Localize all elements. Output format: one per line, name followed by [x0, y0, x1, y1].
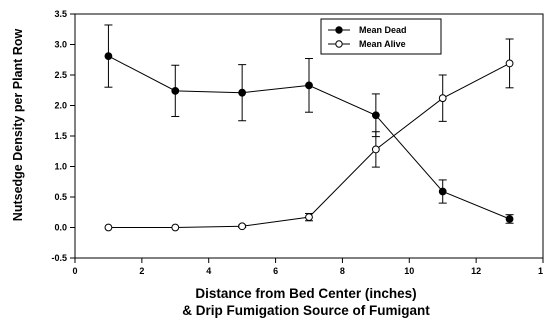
y-tick-label: -0.5: [51, 253, 67, 263]
y-tick-label: 0.0: [54, 223, 67, 233]
y-tick-label: 2.0: [54, 101, 67, 111]
data-point-dead: [371, 111, 380, 120]
data-point-alive: [104, 223, 113, 232]
data-point-alive: [305, 213, 313, 222]
data-point-dead: [305, 81, 313, 90]
x-tick-label: 6: [273, 266, 278, 276]
x-tick-label: 4: [206, 266, 211, 276]
data-point-dead: [171, 86, 180, 95]
data-point-alive: [371, 145, 380, 154]
legend-alive-marker: [335, 40, 343, 48]
y-axis-title: Nutsedge Density per Plant Row: [11, 29, 25, 222]
data-point-dead: [104, 52, 113, 60]
data-point-dead: [438, 187, 447, 196]
x-tick-label: 2: [139, 266, 144, 276]
legend-box: [320, 18, 442, 55]
y-tick-label: 1.5: [54, 131, 67, 141]
data-point-alive: [505, 59, 514, 68]
legend: Mean Dead Mean Alive: [320, 18, 442, 55]
series-layer: [104, 24, 514, 232]
x-tick-label: 8: [340, 266, 345, 276]
data-point-alive: [171, 223, 180, 232]
data-point-dead: [238, 88, 247, 97]
series-dead: [104, 24, 514, 224]
data-point-alive: [438, 94, 447, 103]
legend-dead-label: Mean Dead: [359, 25, 407, 35]
x-axis-title-line-2: & Drip Fumigation Source of Fumigant: [182, 303, 430, 318]
x-tick-label: 1: [538, 266, 543, 276]
x-axis-title-line-1: Distance from Bed Center (inches): [195, 286, 416, 301]
data-point-alive: [238, 222, 247, 231]
x-tick-label: 10: [404, 266, 414, 276]
ticks: -0.5 0.0 0.5 1.0 1.5 2.0 2.5 3.0 3.5 0 2 4 6 8 10 12 1: [51, 9, 544, 276]
y-tick-label: 2.5: [54, 70, 67, 80]
x-tick-label: 12: [471, 266, 481, 276]
series-alive: [104, 38, 514, 232]
y-tick-label: 3.5: [54, 9, 67, 19]
y-tick-label: 1.0: [54, 162, 67, 172]
x-tick-label: 0: [72, 266, 77, 276]
y-tick-label: 3.0: [54, 40, 67, 50]
legend-dead-marker: [335, 26, 343, 34]
data-point-dead: [505, 215, 514, 223]
legend-alive-label: Mean Alive: [359, 39, 406, 49]
plot-frame: [74, 13, 544, 259]
y-tick-label: 0.5: [54, 192, 67, 202]
plot-border: [74, 13, 544, 259]
